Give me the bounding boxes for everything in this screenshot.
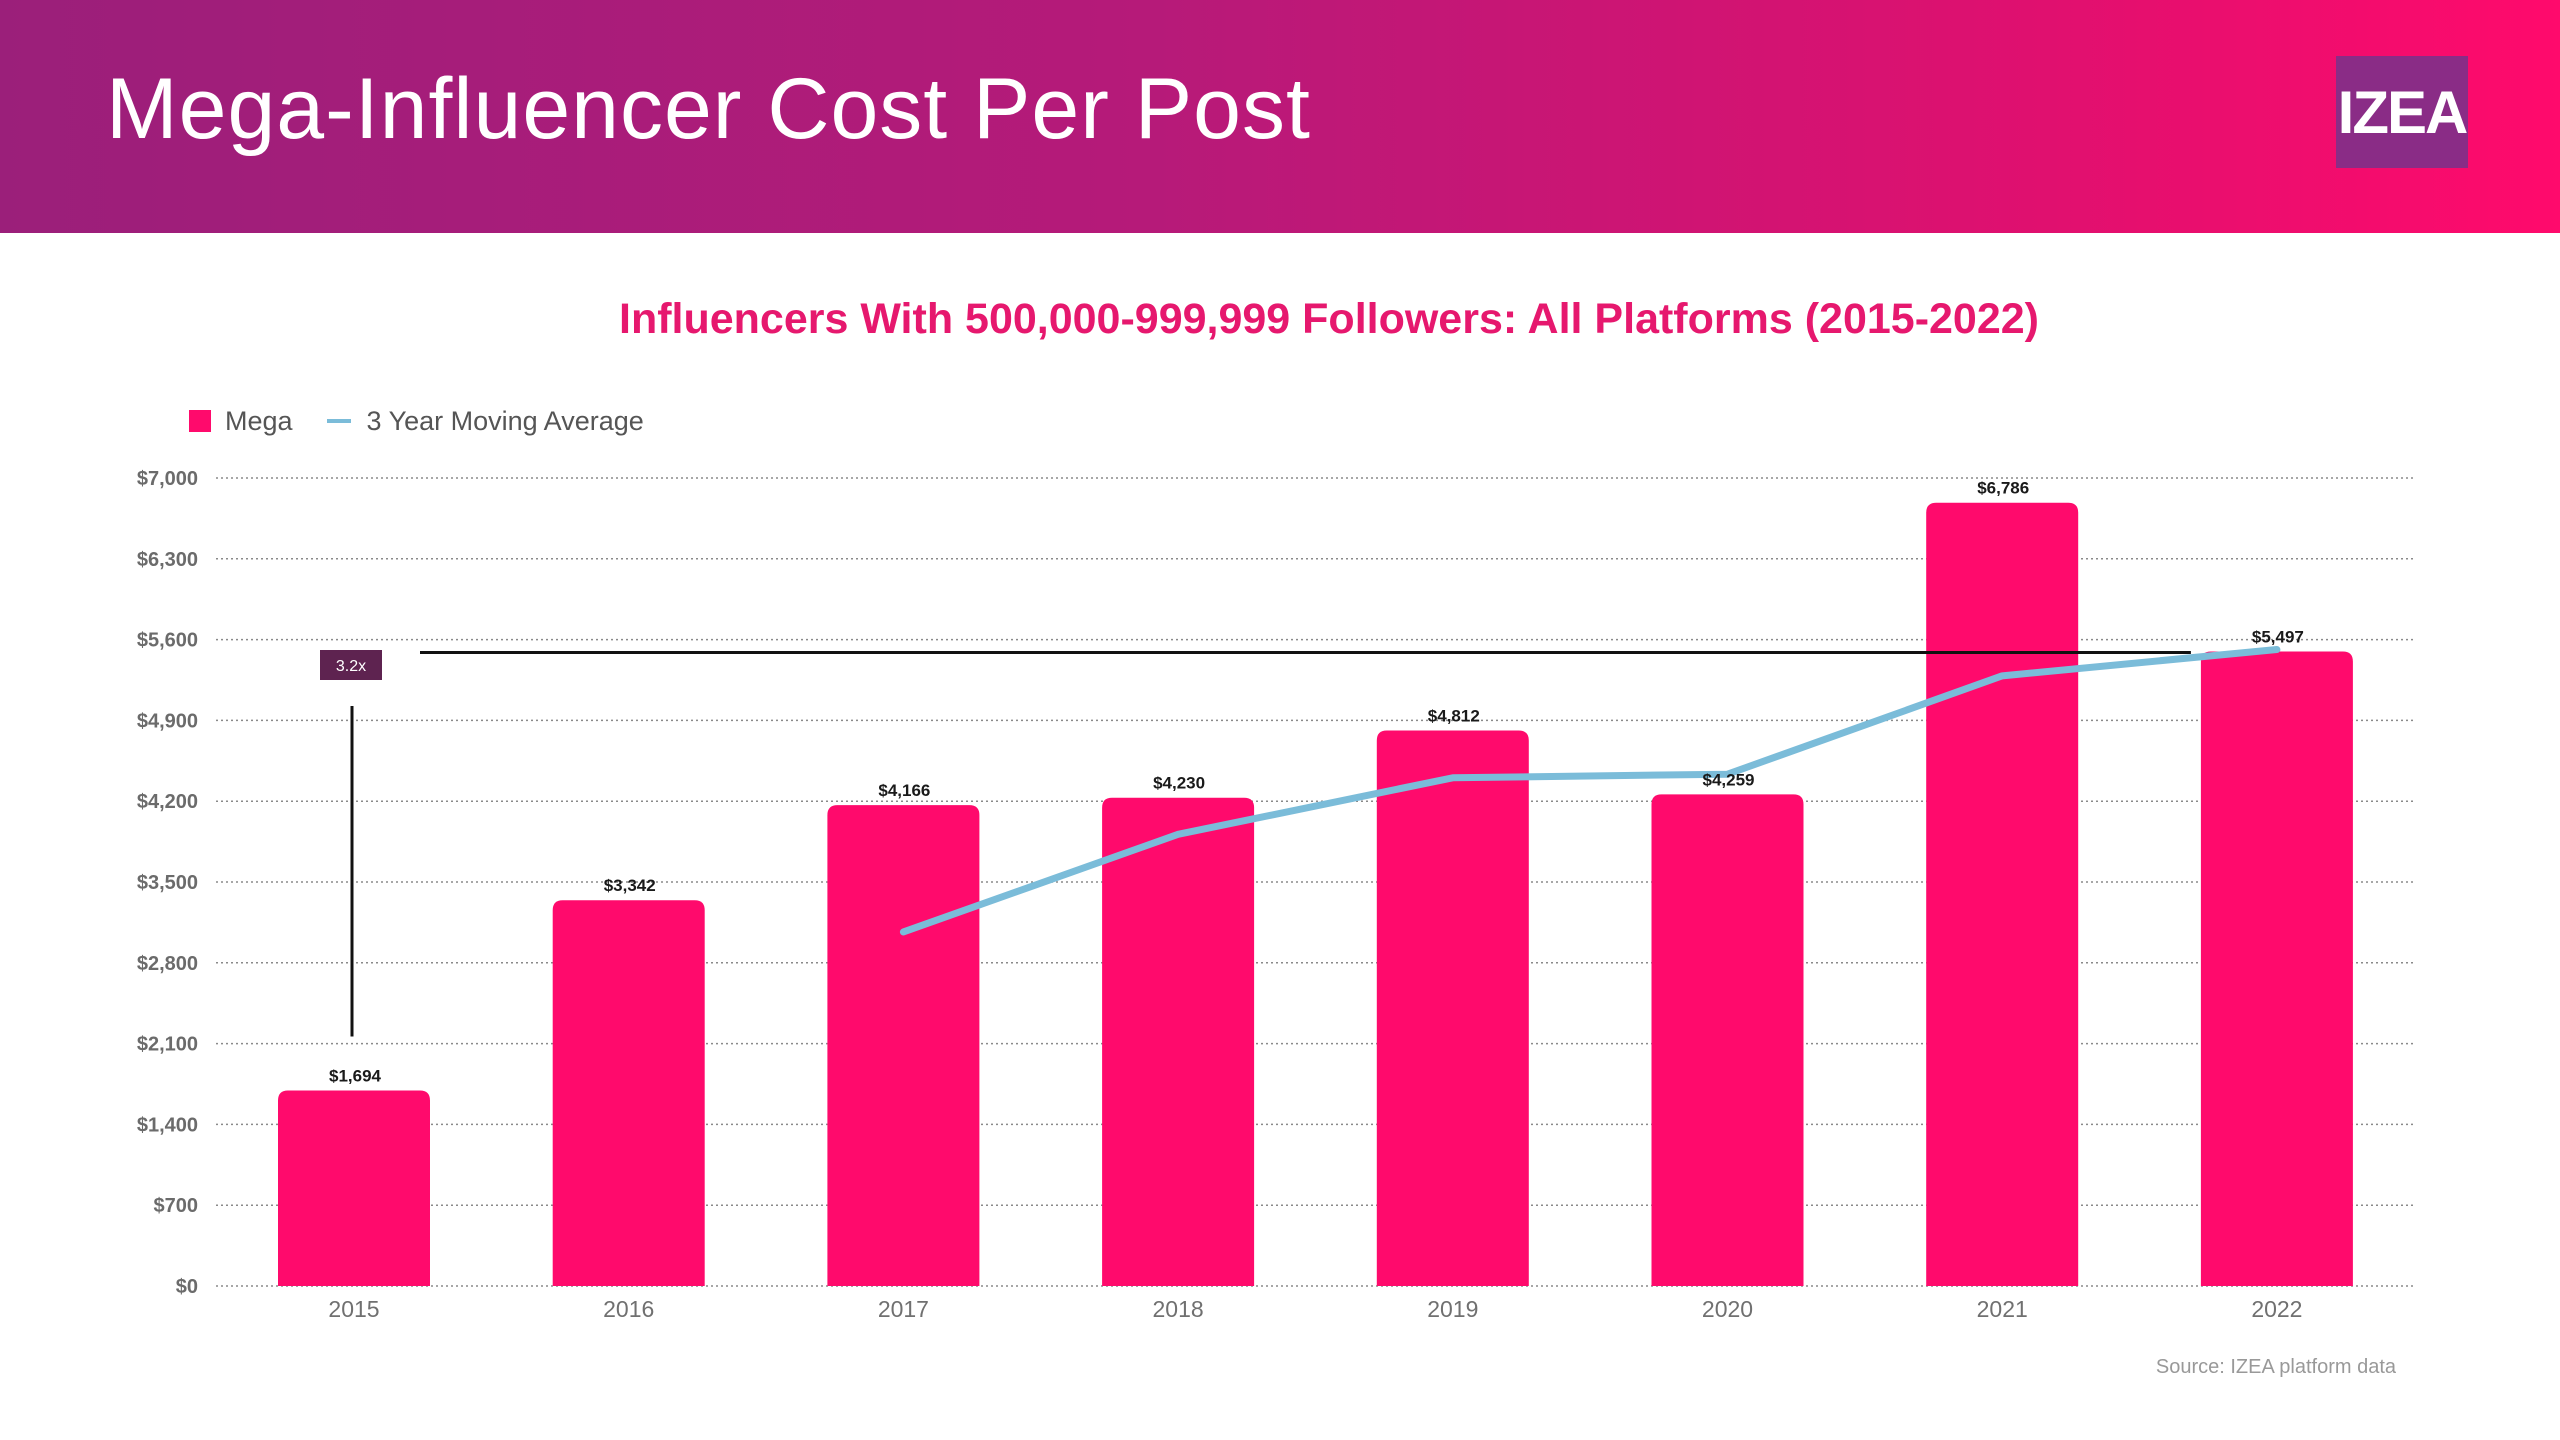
legend-swatch-mega xyxy=(189,410,211,432)
x-tick-label: 2021 xyxy=(1977,1296,2028,1322)
x-tick-label: 2016 xyxy=(603,1296,654,1322)
data-label-2015: $1,694 xyxy=(329,1066,382,1085)
page-title: Mega-Influencer Cost Per Post xyxy=(106,61,1311,157)
data-label-2021: $6,786 xyxy=(1977,479,2029,498)
legend-swatch-moving-average xyxy=(326,419,351,423)
x-tick-label: 2018 xyxy=(1153,1296,1204,1322)
legend-label-mega: Mega xyxy=(225,405,293,436)
data-label-2020: $4,259 xyxy=(1703,770,1755,789)
x-tick-label: 2020 xyxy=(1702,1296,1753,1322)
chart-title: Influencers With 500,000-999,999 Followe… xyxy=(619,295,2039,343)
x-tick-label: 2015 xyxy=(328,1296,379,1322)
y-tick-label: $0 xyxy=(176,1276,198,1298)
bar-2020 xyxy=(1651,794,1804,1286)
annotation-text: 3.2x xyxy=(336,658,366,675)
y-tick-label: $2,800 xyxy=(137,953,198,975)
data-label-2017: $4,166 xyxy=(878,781,930,800)
bar-2016 xyxy=(552,900,705,1286)
y-tick-label: $4,900 xyxy=(137,710,198,732)
y-tick-label: $4,200 xyxy=(137,791,198,813)
bar-2019 xyxy=(1376,730,1529,1286)
izea-logo: IZEA xyxy=(2336,56,2468,168)
bar-2021 xyxy=(1926,502,2079,1286)
logo-text: IZEA xyxy=(2337,78,2469,146)
bar-2015 xyxy=(278,1090,430,1286)
x-tick-label: 2022 xyxy=(2251,1296,2302,1322)
moving-average-line xyxy=(899,646,2281,936)
y-tick-label: $2,100 xyxy=(137,1034,198,1056)
header-banner: Mega-Influencer Cost Per Post IZEA xyxy=(0,0,2560,233)
x-tick-label: 2019 xyxy=(1427,1296,1478,1322)
annotation-badge xyxy=(320,650,382,680)
y-tick-label: $700 xyxy=(154,1195,199,1217)
data-label-2019: $4,812 xyxy=(1428,707,1480,726)
bar-2022 xyxy=(2200,651,2353,1286)
source-note: Source: IZEA platform data xyxy=(2155,1356,2396,1378)
y-tick-label: $7,000 xyxy=(137,468,198,490)
data-label-2022: $5,497 xyxy=(2252,627,2304,646)
y-tick-label: $3,500 xyxy=(137,872,198,894)
bar-2018 xyxy=(1102,797,1255,1286)
bar-2017 xyxy=(827,805,980,1286)
chart-legend: Mega 3 Year Moving Average xyxy=(189,404,644,438)
x-tick-label: 2017 xyxy=(878,1296,929,1322)
y-tick-label: $6,300 xyxy=(137,549,198,571)
data-label-2016: $3,342 xyxy=(604,876,656,895)
y-tick-label: $5,600 xyxy=(137,630,198,652)
legend-label-moving-average: 3 Year Moving Average xyxy=(366,405,644,436)
data-label-2018: $4,230 xyxy=(1153,774,1205,793)
y-tick-label: $1,400 xyxy=(137,1114,198,1136)
